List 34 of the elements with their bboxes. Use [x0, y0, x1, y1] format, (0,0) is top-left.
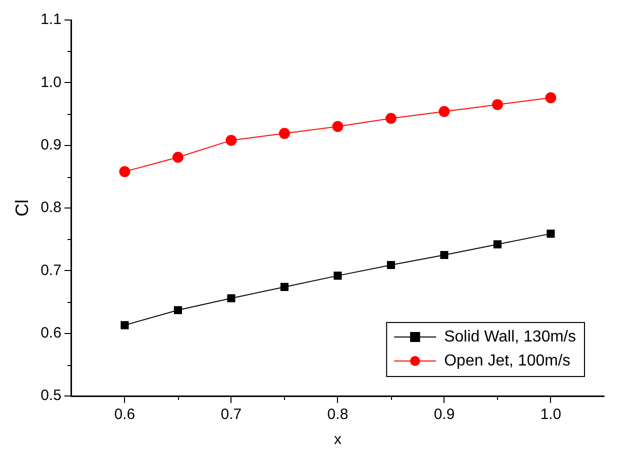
point	[545, 92, 556, 104]
y-tick-label: 0.6	[40, 324, 62, 342]
point	[280, 282, 289, 291]
point	[334, 272, 342, 280]
point	[120, 321, 129, 330]
x-tick-label: 0.6	[114, 406, 136, 424]
point	[440, 250, 448, 260]
point	[119, 166, 130, 178]
legend-label: Open Jet, 100m/s	[444, 352, 570, 370]
point	[493, 240, 502, 248]
y-tick-label: 0.5	[40, 387, 62, 404]
x-tick-label: 0.9	[434, 406, 455, 424]
y-tick-label: 1.0	[40, 74, 62, 91]
y-tick-label: 0.8	[40, 199, 62, 216]
x-axis-title: x	[334, 431, 342, 448]
point	[385, 112, 396, 124]
point	[492, 99, 503, 110]
x-tick-label: 0.8	[327, 406, 348, 424]
x-tick-label: 0.7	[220, 406, 242, 424]
point	[438, 106, 450, 117]
point	[386, 260, 396, 270]
x-tick-label: 1.0	[540, 406, 562, 424]
y-axis-title: Cl	[12, 200, 32, 216]
legend-label: Solid Wall, 130m/s	[444, 328, 576, 346]
point	[174, 306, 182, 314]
point	[546, 230, 555, 238]
y-tick-label: 1.1	[40, 11, 62, 28]
point	[332, 121, 344, 132]
point	[172, 152, 184, 163]
point	[278, 128, 290, 139]
point	[226, 134, 237, 146]
point	[227, 294, 236, 302]
y-tick-label: 0.9	[40, 136, 62, 154]
y-tick-label: 0.7	[40, 262, 62, 279]
